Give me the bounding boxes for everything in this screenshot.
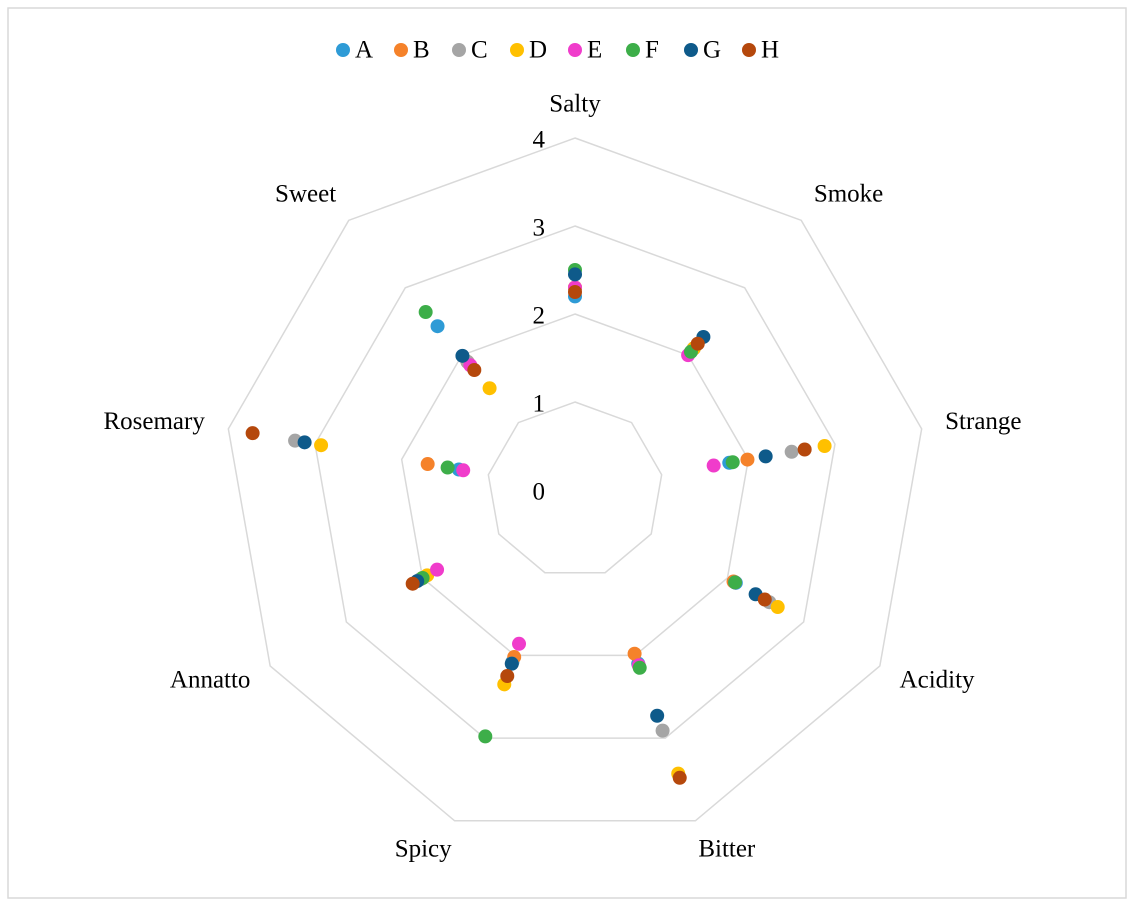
data-point — [655, 723, 670, 738]
axis-label: Acidity — [900, 667, 975, 694]
r-tick-label: 3 — [533, 215, 546, 242]
data-point — [405, 576, 420, 591]
axis-label: Strange — [945, 408, 1021, 435]
data-point — [478, 729, 493, 744]
axis-label: Salty — [549, 91, 601, 118]
r-tick-label: 4 — [533, 127, 546, 154]
axis-label: Rosemary — [103, 408, 205, 435]
grid-ring — [487, 401, 663, 574]
data-point — [504, 656, 519, 671]
data-point — [770, 600, 785, 615]
data-point — [672, 770, 687, 785]
axis-label: Smoke — [814, 181, 883, 208]
data-point — [797, 442, 812, 457]
grid-ring — [314, 225, 836, 739]
data-point — [456, 463, 471, 478]
legend-marker — [452, 43, 466, 57]
r-tick-label: 0 — [533, 479, 546, 506]
axis-label: Sweet — [275, 181, 336, 208]
data-point — [725, 455, 740, 470]
data-point — [430, 319, 445, 334]
data-point — [314, 438, 329, 453]
legend-label: G — [703, 37, 721, 64]
legend-label: F — [645, 37, 659, 64]
data-point — [418, 305, 433, 320]
legend-label: E — [587, 37, 602, 64]
axis-label: Bitter — [698, 836, 756, 863]
legend-marker — [510, 43, 524, 57]
data-point — [650, 708, 665, 723]
grid-ring — [227, 137, 923, 822]
data-point — [430, 562, 445, 577]
legend-label: B — [413, 37, 430, 64]
legend-marker — [626, 43, 640, 57]
data-point — [568, 285, 582, 299]
data-point — [817, 438, 832, 453]
data-point — [467, 363, 482, 378]
data-point — [512, 636, 527, 651]
data-point — [757, 592, 772, 607]
data-point — [740, 452, 755, 467]
legend-label: A — [355, 37, 373, 64]
data-point — [784, 444, 799, 459]
data-point — [420, 457, 435, 472]
data-point — [568, 267, 582, 282]
data-point — [482, 381, 497, 396]
axis-label: Annatto — [170, 667, 251, 694]
data-point — [297, 435, 312, 450]
data-point — [440, 460, 455, 475]
data-point — [627, 646, 642, 661]
legend-label: C — [471, 37, 488, 64]
legend-marker — [684, 43, 698, 57]
r-tick-label: 2 — [533, 303, 546, 330]
chart-border — [7, 7, 1127, 899]
data-point — [706, 458, 721, 473]
legend-marker — [336, 43, 350, 57]
legend-label: H — [761, 37, 779, 64]
data-point — [690, 336, 705, 351]
data-point — [500, 669, 515, 684]
r-tick-label: 1 — [533, 391, 546, 418]
data-point — [758, 449, 773, 464]
data-point — [728, 575, 743, 590]
data-point — [245, 426, 260, 441]
legend-label: D — [529, 37, 547, 64]
data-point — [632, 660, 647, 675]
legend-marker — [568, 43, 582, 57]
legend-marker — [742, 43, 756, 57]
data-point — [455, 348, 470, 363]
grid-ring — [400, 313, 750, 657]
axis-label: Spicy — [395, 836, 452, 863]
legend-marker — [394, 43, 408, 57]
